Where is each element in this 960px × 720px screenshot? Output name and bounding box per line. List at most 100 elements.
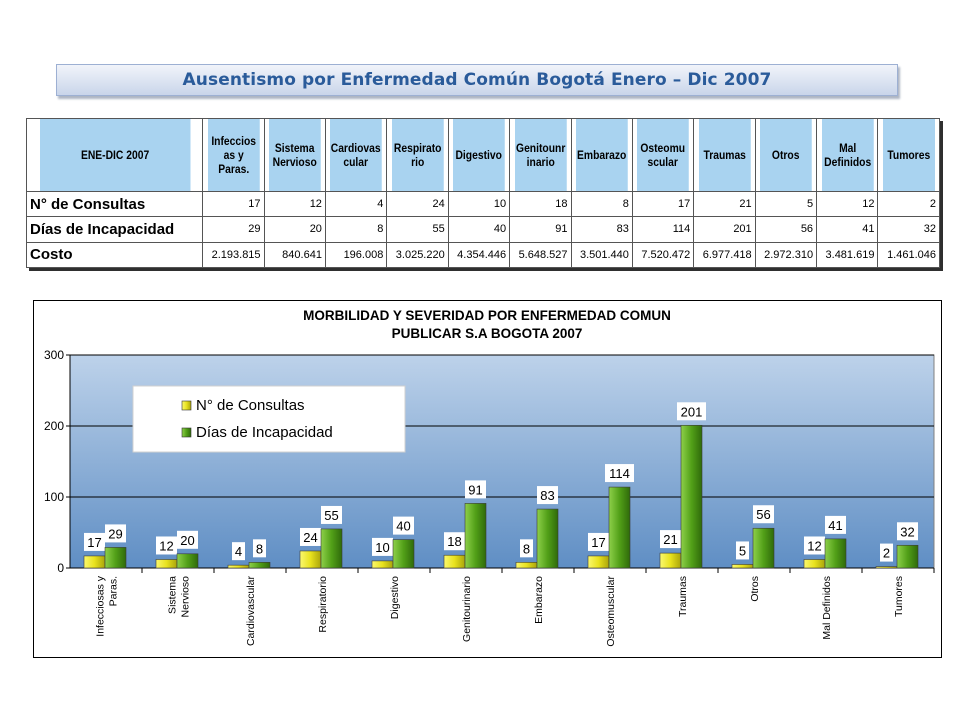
column-header-line: inario [526, 155, 555, 169]
table-cell: 201 [693, 216, 756, 243]
data-label: 32 [900, 524, 914, 539]
bar [803, 559, 826, 569]
bar [176, 553, 199, 569]
data-label-box [537, 486, 558, 505]
table-column-header: Traumas [697, 118, 752, 192]
column-header-line: Paras. [217, 162, 249, 176]
x-tick-label: Tumores [893, 576, 905, 617]
data-label-box [588, 532, 609, 551]
column-header-line: rio [410, 155, 425, 169]
data-label-box [105, 524, 126, 543]
x-tick-label: Genitourinario [461, 576, 473, 642]
column-header-line: Mal [838, 141, 856, 155]
data-label: 55 [324, 508, 338, 523]
data-label-box [677, 402, 706, 421]
summary-table: ENE-DIC 2007 Infeccios as y Paras. Sistema N… [25, 118, 940, 269]
table-cell: 56 [754, 216, 818, 243]
table-cell: 29 [202, 216, 265, 243]
table-column-header: Tumores [881, 118, 936, 192]
data-label: 2 [883, 546, 890, 561]
data-label-box [753, 505, 774, 524]
table-column-header: Embarazo [574, 118, 629, 192]
bar [155, 559, 178, 569]
table-column-header: Sistema Nervioso [267, 118, 322, 192]
table-cell: 3.481.619 [816, 241, 879, 269]
bar [824, 538, 847, 569]
x-tick-label: Embarazo [533, 576, 545, 624]
data-label: 56 [756, 507, 770, 522]
table-body: N° de Consultas 17 12 4 24 10 18 8 17 21 5 12 2 Días … [25, 190, 940, 269]
table-cell: 4 [324, 190, 388, 218]
table-cell: 7.520.472 [631, 241, 695, 269]
bar [320, 528, 343, 569]
table-cell: 17 [202, 190, 265, 218]
data-label-box [736, 541, 749, 560]
table-cell: 24 [386, 190, 449, 218]
data-label-box [321, 505, 342, 524]
table-column-header: Genitounr inario [513, 118, 568, 192]
chart-frame: MORBILIDAD Y SEVERIDAD POR ENFERMEDAD CO… [33, 300, 942, 658]
row-label: N° de Consultas [25, 190, 204, 218]
table-column-header: Cardiovas cular [329, 118, 383, 192]
table-column-header: Digestivo [452, 118, 506, 192]
legend-box [132, 385, 406, 453]
data-label: 17 [591, 535, 605, 550]
table-column-header: Respirato rio [390, 118, 445, 192]
bar [371, 560, 394, 569]
x-tick-label: Osteomuscular [605, 575, 617, 646]
table-cell: 21 [693, 190, 756, 218]
table-row: Costo 2.193.815 840.641 196.008 3.025.220 4.3… [25, 241, 940, 269]
y-tick-label: 300 [44, 348, 64, 362]
table-header-row: ENE-DIC 2007 Infeccios as y Paras. Sistema N… [27, 118, 940, 192]
data-label-box [444, 532, 465, 551]
data-label: 10 [375, 540, 389, 555]
table-column-header: Osteomu scular [636, 118, 690, 192]
legend-label: Días de Incapacidad [196, 424, 333, 441]
bar-chart: MORBILIDAD Y SEVERIDAD POR ENFERMEDAD CO… [44, 308, 935, 647]
bar [659, 552, 682, 569]
data-label-box [177, 530, 198, 549]
column-header-line: Sistema [274, 141, 315, 155]
table-cell: 17 [631, 190, 695, 218]
table-cell: 2 [877, 190, 940, 218]
bar [680, 424, 703, 569]
data-label: 91 [468, 482, 482, 497]
data-label-box [880, 543, 893, 562]
chart-title-line: PUBLICAR S.A BOGOTA 2007 [392, 326, 583, 341]
bar [104, 547, 127, 569]
x-tick-label: Paras. [108, 576, 120, 606]
data-label-box [372, 537, 393, 556]
table-cell: 10 [447, 190, 511, 218]
column-header-line: scular [647, 155, 679, 169]
data-label: 83 [540, 488, 554, 503]
data-label: 12 [159, 538, 173, 553]
bar [515, 562, 538, 569]
table-row: N° de Consultas 17 12 4 24 10 18 8 17 21 5 12 2 [25, 190, 940, 218]
bar [227, 564, 250, 569]
table-cell: 8 [324, 216, 388, 243]
data-label: 41 [828, 518, 842, 533]
table-cell: 40 [447, 216, 511, 243]
table-cell: 20 [263, 216, 326, 243]
bar [536, 508, 559, 569]
column-header-line: Osteomu [640, 141, 686, 155]
table-cell: 840.641 [263, 241, 326, 269]
data-label-box [605, 464, 634, 483]
column-header-line: Digestivo [455, 148, 503, 162]
table-cell: 55 [386, 216, 449, 243]
bar [875, 566, 898, 569]
table-column-header: Infeccios as y Paras. [206, 118, 261, 192]
x-tick-label: Nervioso [180, 576, 192, 618]
data-label: 8 [523, 541, 530, 556]
table-cell: 4.354.446 [447, 241, 511, 269]
bar [83, 555, 106, 569]
title-banner: Ausentismo por Enfermedad Común Bogotá E… [56, 64, 898, 96]
data-label: 114 [609, 466, 630, 481]
legend-label: N° de Consultas [196, 397, 305, 414]
table-cell: 114 [631, 216, 695, 243]
row-label: Días de Incapacidad [25, 216, 204, 243]
column-header-line: Nervioso [272, 155, 317, 169]
column-header-line: Otros [772, 148, 800, 162]
y-tick-label: 200 [44, 419, 64, 433]
x-tick-label: Infecciosas y [95, 575, 107, 636]
